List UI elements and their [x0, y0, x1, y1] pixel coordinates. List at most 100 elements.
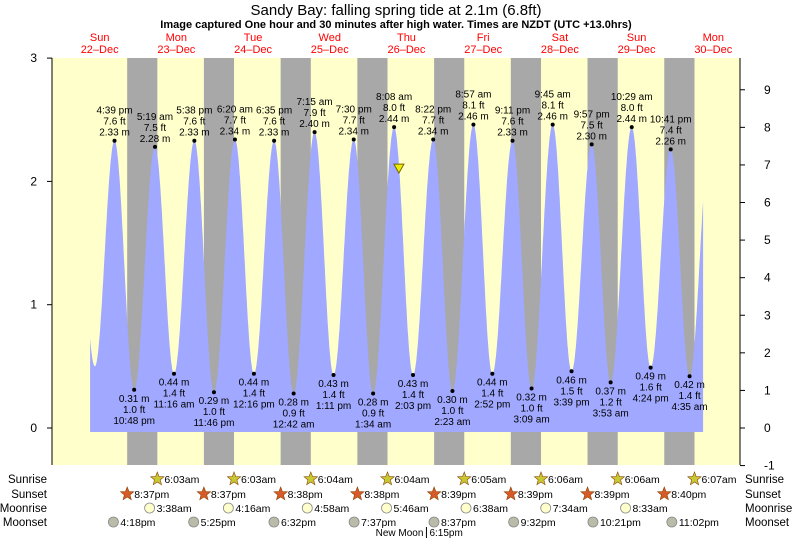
- high-tide-m: 2.33 m: [99, 128, 130, 139]
- sunset-time: 8:39pm: [595, 489, 630, 501]
- moonset-moon-icon: [428, 516, 440, 528]
- low-tide-point: [450, 389, 455, 394]
- right-tick-label: 4: [764, 271, 771, 285]
- day-name: Thu: [397, 32, 416, 44]
- high-tide-point: [272, 138, 277, 143]
- sunrise-time: 6:03am: [241, 474, 276, 486]
- moonset-moon-icon: [587, 516, 599, 528]
- high-tide-m: 2.40 m: [299, 119, 330, 130]
- sunset-time: 8:40pm: [671, 489, 706, 501]
- moonset-time: 9:32pm: [521, 517, 556, 529]
- high-tide-point: [112, 138, 117, 143]
- high-tide-point: [471, 122, 476, 127]
- moonset-time: 8:37pm: [441, 517, 476, 529]
- sunset-time: 8:38pm: [288, 489, 323, 501]
- low-tide-point: [569, 369, 574, 374]
- high-tide-ft: 7.6 ft: [263, 117, 285, 128]
- day-name: Fri: [477, 32, 490, 44]
- high-tide-time: 5:38 pm: [176, 106, 212, 117]
- high-tide-m: 2.46 m: [458, 112, 489, 123]
- low-tide-ft: 1.0 ft: [123, 405, 145, 416]
- moonrise-moon-icon: [460, 502, 472, 514]
- sunrise-time: 6:04am: [395, 474, 430, 486]
- sunrise-star-icon: [686, 471, 702, 486]
- high-tide-ft: 7.5 ft: [144, 123, 166, 134]
- high-tide-time: 7:30 pm: [336, 104, 372, 115]
- sunset-star-icon: [119, 486, 135, 501]
- low-tide-time: 11:46 pm: [193, 418, 234, 429]
- moonset-time: 5:25pm: [201, 517, 236, 529]
- low-tide-point: [687, 374, 692, 379]
- sunrise-time: 6:06am: [625, 474, 660, 486]
- moonrise-time: 4:58am: [314, 503, 349, 515]
- low-tide-m: 0.43 m: [318, 379, 349, 390]
- day-date: 27–Dec: [464, 44, 502, 56]
- moon-phase-label: New Moon: [376, 528, 424, 539]
- low-tide-ft: 1.5 ft: [560, 386, 582, 397]
- right-tick-label: 6: [764, 196, 771, 210]
- high-tide-m: 2.34 m: [338, 126, 369, 137]
- sunset-star-icon: [656, 486, 672, 501]
- low-tide-point: [608, 380, 613, 385]
- high-tide-time: 6:35 pm: [256, 106, 292, 117]
- moonset-moon-icon: [348, 516, 360, 528]
- moonrise-time: 3:38am: [157, 503, 192, 515]
- moonset-moon-icon: [508, 516, 520, 528]
- low-tide-time: 12:16 pm: [233, 400, 275, 411]
- low-tide-m: 0.32 m: [516, 393, 547, 404]
- moonset-moon-icon: [268, 516, 280, 528]
- moonset-moon-icon: [666, 516, 678, 528]
- low-tide-time: 2:03 pm: [395, 401, 431, 412]
- high-tide-ft: 7.9 ft: [303, 108, 325, 119]
- high-tide-point: [232, 137, 237, 142]
- low-tide-m: 0.44 m: [239, 378, 270, 389]
- low-tide-ft: 1.4 ft: [163, 389, 185, 400]
- right-tick-label: -1: [764, 459, 775, 473]
- moonrise-time: 6:38am: [473, 503, 508, 515]
- day-date: 26–Dec: [388, 44, 426, 56]
- high-tide-m: 2.33 m: [259, 128, 290, 139]
- low-tide-time: 11:16 am: [154, 400, 195, 411]
- high-tide-point: [312, 130, 317, 135]
- sunrise-row-label: Sunrise: [8, 474, 47, 486]
- low-tide-time: 12:42 am: [273, 419, 315, 430]
- moonrise-time: 5:46am: [394, 503, 429, 515]
- sunrise-star-icon: [149, 471, 165, 486]
- chart-title: Sandy Bay: falling spring tide at 2.1m (…: [251, 2, 542, 19]
- low-tide-ft: 1.0 ft: [520, 404, 542, 415]
- high-tide-m: 2.33 m: [179, 128, 210, 139]
- high-tide-time: 5:19 am: [137, 112, 173, 123]
- low-tide-m: 0.44 m: [159, 378, 190, 389]
- high-tide-point: [431, 137, 436, 142]
- low-tide-m: 0.28 m: [358, 397, 389, 408]
- left-tick-label: 2: [30, 174, 37, 188]
- high-tide-point: [629, 125, 634, 130]
- high-tide-point: [392, 125, 397, 130]
- sunset-time: 8:38pm: [364, 489, 399, 501]
- high-tide-ft: 7.5 ft: [581, 120, 603, 131]
- day-date: 28–Dec: [541, 44, 579, 56]
- current-level-marker: [393, 163, 405, 175]
- low-tide-ft: 0.9 ft: [283, 408, 305, 419]
- low-tide-ft: 1.0 ft: [441, 406, 463, 417]
- moonrise-moon-icon: [301, 502, 313, 514]
- low-tide-m: 0.37 m: [595, 386, 626, 397]
- low-tide-time: 1:11 pm: [316, 401, 351, 412]
- high-tide-time: 9:11 pm: [495, 106, 530, 117]
- high-tide-m: 2.44 m: [379, 114, 410, 125]
- high-tide-m: 2.34 m: [418, 126, 449, 137]
- sunset-star-icon: [580, 486, 596, 501]
- high-tide-ft: 8.0 ft: [621, 103, 643, 114]
- low-tide-ft: 1.6 ft: [640, 383, 662, 394]
- low-tide-m: 0.46 m: [556, 375, 587, 386]
- sunset-row-label-right: Sunset: [745, 489, 782, 501]
- right-tick-label: 5: [764, 233, 771, 247]
- right-tick-label: 7: [764, 158, 771, 172]
- low-tide-m: 0.42 m: [674, 380, 705, 391]
- sunrise-star-icon: [303, 471, 319, 486]
- left-tick-label: 3: [30, 51, 37, 65]
- low-tide-time: 2:52 pm: [474, 400, 510, 411]
- moonset-time: 11:02pm: [679, 517, 719, 529]
- low-tide-time: 3:09 am: [514, 415, 550, 426]
